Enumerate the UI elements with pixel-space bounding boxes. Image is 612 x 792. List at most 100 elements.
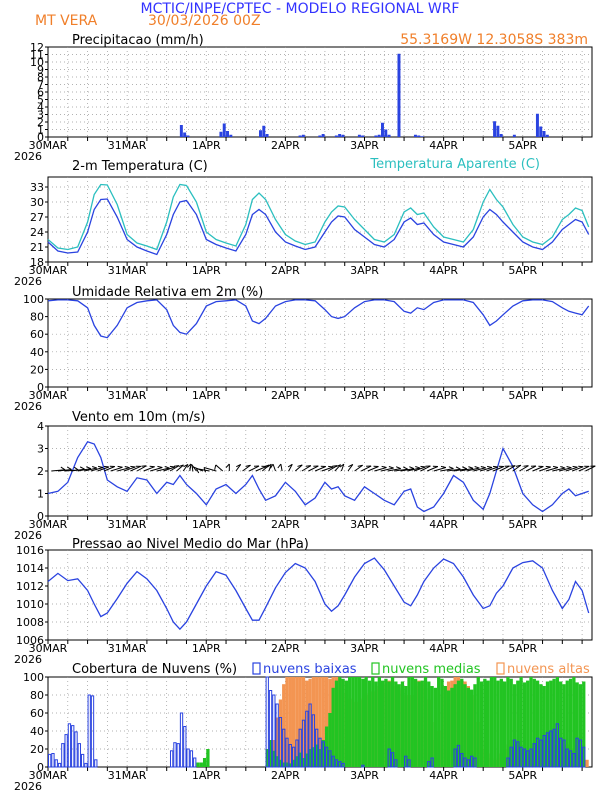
wind-barb-tick [545, 465, 551, 468]
wind-barb-tick [305, 465, 311, 467]
cloud-mid-bar [272, 750, 276, 767]
wind-xtick-label: 5APR [508, 518, 537, 531]
cloud-mid-bar [407, 677, 411, 767]
cloud-low-bar [361, 764, 365, 768]
temp-xtick-label: 3APR [350, 264, 379, 277]
cloud-mid-bar [559, 681, 563, 767]
humidity-title: Umidade Relativa em 2m (%) [72, 285, 263, 300]
cloud-low-bar [506, 757, 510, 768]
cloud-mid-bar [499, 678, 503, 767]
cloud-mid-bar [364, 677, 368, 767]
humidity-xtick-label: 1APR [192, 389, 221, 402]
cloud-low-bar [315, 728, 319, 768]
precip-bar [539, 126, 543, 137]
cloud-low-bar [545, 732, 550, 768]
pressure-ytick-label: 1008 [16, 616, 44, 629]
wind-barb-tick [572, 465, 578, 468]
cloud-mid-bar [199, 762, 203, 767]
precip-ytick-label: 9 [37, 64, 44, 77]
precip-bar [512, 134, 516, 137]
wind-ytick-label: 1 [37, 488, 44, 501]
temp-xtick-label: 30MAR [29, 264, 68, 277]
humidity-frame [47, 298, 593, 388]
wind-barb [248, 465, 260, 472]
wind-barb-tick [117, 465, 123, 468]
cloud-mid-bar [562, 684, 566, 767]
cloud-mid-bar [282, 762, 286, 767]
precip-bar [384, 129, 388, 137]
cloud-low-bar [324, 746, 329, 768]
wind-barb [242, 464, 251, 472]
precip-bar [357, 134, 361, 137]
wind-ytick-label: 2 [37, 465, 44, 478]
cloud-high-bar [305, 680, 309, 767]
cloud-mid-bar [443, 686, 447, 767]
precip-ytick-label: 5 [37, 94, 44, 107]
temp-ytick-label: 24 [30, 226, 44, 239]
wind-barb [400, 468, 415, 472]
humidity-xtick-label: 3APR [350, 389, 379, 402]
wind-barb-tick [92, 466, 98, 469]
cloud-low-bar [186, 748, 190, 768]
cloud-high-bar [308, 678, 312, 767]
precip-xtick-label: 31MAR [108, 139, 147, 152]
precip-bar [420, 136, 424, 137]
cloud-legend-swatch [496, 662, 505, 675]
wind-barb [215, 464, 224, 472]
cloud-mid-bar [268, 740, 273, 767]
cloud-mid-bar [380, 680, 385, 767]
cloud-high-bar [285, 677, 289, 767]
cloud-low-bar [179, 712, 184, 768]
cloud-mid-bar [535, 680, 540, 767]
wind-barb [486, 466, 499, 472]
wind-barb [387, 468, 401, 472]
wind-barb-tick [409, 466, 415, 470]
cloud-mid-bar [278, 759, 283, 767]
cloud-mid-bar [460, 678, 464, 767]
cloud-mid-bar [568, 678, 573, 767]
precip-bar [298, 135, 302, 137]
humidity-xtick-label: 31MAR [108, 389, 147, 402]
cloud-low-bar [51, 753, 55, 768]
cloud-mid-bar [308, 749, 312, 767]
wind-barb [196, 468, 210, 472]
wind-barb [117, 467, 130, 472]
wind-barb [71, 468, 85, 472]
cloud-mid-bar [502, 681, 507, 767]
cloud-low-bar [387, 748, 391, 768]
cloud-mid-bar [427, 681, 431, 767]
station-name: MT VERA [35, 13, 98, 29]
cloud-mid-bar [367, 680, 372, 767]
wind-barb [446, 468, 461, 472]
cloud-low-bar [427, 761, 431, 768]
cloud-mid-bar [545, 681, 550, 767]
wind-barb [539, 466, 551, 472]
cloud-low-bar [87, 694, 91, 768]
cloud-mid-bar [288, 763, 292, 767]
wind-year-label: 2026 [14, 529, 42, 542]
clouds-xtick-label: 5APR [508, 769, 537, 782]
humidity-ytick-label: 0 [37, 381, 44, 394]
wind-barb [130, 465, 142, 472]
wind-barb-tick [510, 465, 516, 467]
wind-barb [492, 466, 505, 472]
cloud-low-bar [522, 748, 527, 768]
wind-barb-tick [403, 466, 408, 470]
temp-xtick-label: 4APR [429, 264, 458, 277]
cloud-mid-bar [437, 677, 441, 767]
precip-bar [259, 130, 262, 137]
precip-bar [334, 135, 338, 137]
precip-bar [493, 121, 497, 137]
cloud-high-bar [298, 677, 302, 767]
wind-barb [143, 466, 155, 472]
precip-bar [413, 134, 417, 137]
precip-bar [338, 134, 342, 137]
cloud-mid-bar [354, 677, 358, 767]
humidity-panel: 0 20 40 60 80 100 30MAR 31MAR 1APR 2APR 3APR 4APR 5A… [14, 285, 593, 413]
precip-xtick-label: 2APR [271, 139, 300, 152]
cloud-mid-bar [328, 713, 332, 767]
cloud-mid-bar [384, 678, 388, 767]
